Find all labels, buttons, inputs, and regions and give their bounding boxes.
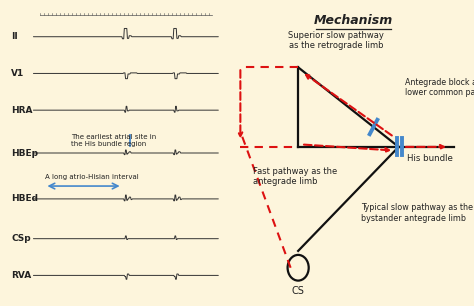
Text: V1: V1 (11, 69, 24, 78)
Text: Superior slow pathway
as the retrograde limb: Superior slow pathway as the retrograde … (288, 31, 384, 50)
Text: CSp: CSp (11, 234, 31, 243)
Text: His bundle: His bundle (408, 154, 453, 163)
Text: HRA: HRA (11, 106, 33, 115)
Text: HBEp: HBEp (11, 148, 38, 158)
Text: Typical slow pathway as the
bystander antegrade limb: Typical slow pathway as the bystander an… (361, 203, 473, 223)
Text: HBEd: HBEd (11, 194, 38, 203)
Text: A long atrio-Hisian interval: A long atrio-Hisian interval (45, 174, 138, 180)
Text: CS: CS (292, 286, 305, 296)
Text: II: II (11, 32, 18, 41)
Text: The earliest atrial site in
the His bundle region: The earliest atrial site in the His bund… (71, 134, 156, 147)
Text: Fast pathway as the
antegrade limb: Fast pathway as the antegrade limb (253, 167, 337, 186)
Text: RVA: RVA (11, 271, 31, 280)
Text: Antegrade block at the
lower common pathway: Antegrade block at the lower common path… (405, 77, 474, 97)
Text: Mechanism: Mechanism (314, 14, 393, 27)
